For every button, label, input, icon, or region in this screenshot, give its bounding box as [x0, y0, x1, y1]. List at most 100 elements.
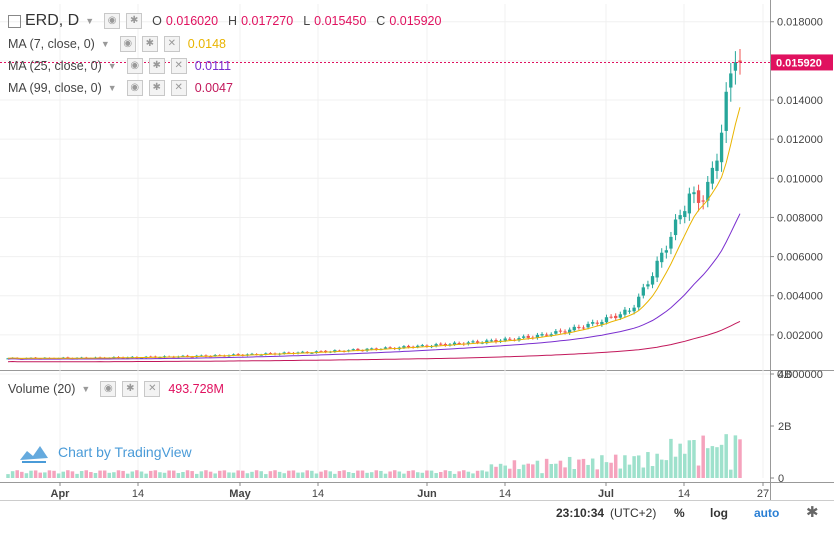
auto-toggle[interactable]: auto: [754, 506, 780, 520]
candle-body: [641, 287, 645, 296]
volume-bar: [162, 472, 167, 478]
volume-bar: [98, 470, 102, 478]
candle-body: [696, 190, 701, 203]
tradingview-watermark[interactable]: Chart by TradingView: [18, 440, 192, 464]
volume-bar: [535, 460, 540, 478]
eye-icon[interactable]: ◉: [126, 58, 143, 74]
candle-body: [660, 252, 664, 263]
volume-bar: [485, 471, 489, 478]
candle-body: [521, 336, 526, 338]
chevron-down-icon[interactable]: ▼: [81, 384, 91, 394]
volume-bar: [66, 470, 70, 478]
volume-bar: [687, 440, 692, 478]
x-tick-label: 14: [499, 488, 511, 500]
volume-bar: [52, 470, 56, 478]
chevron-down-icon[interactable]: ▼: [85, 16, 95, 26]
volume-bar: [586, 464, 590, 478]
chevron-down-icon[interactable]: ▼: [107, 61, 117, 71]
log-toggle[interactable]: log: [710, 506, 728, 520]
candle-body: [526, 335, 530, 338]
close-icon[interactable]: ✕: [170, 58, 187, 74]
gear-icon[interactable]: ✱: [126, 13, 143, 29]
candle-body: [333, 350, 337, 352]
volume-bar: [259, 471, 263, 478]
candle-body: [719, 132, 724, 163]
volume-bar: [659, 459, 664, 478]
volume-bar: [475, 470, 480, 478]
volume-tick-label: 4B: [778, 369, 791, 381]
volume-bar: [89, 472, 93, 478]
indicator-ma25: MA (25, close, 0) ▼ ◉ ✱ ✕ 0.0111: [8, 58, 231, 74]
indicator-ma7-label[interactable]: MA (7, close, 0): [8, 37, 95, 51]
gear-icon[interactable]: ✱: [148, 58, 165, 74]
volume-bar: [144, 473, 148, 478]
indicator-ma99-label[interactable]: MA (99, close, 0): [8, 81, 102, 95]
candle-body: [595, 322, 599, 324]
indicator-ma25-value: 0.0111: [194, 59, 232, 73]
indicator-ma25-label[interactable]: MA (25, close, 0): [8, 59, 102, 73]
volume-bar: [521, 464, 526, 478]
close-icon[interactable]: ✕: [144, 381, 161, 397]
gear-icon[interactable]: ✱: [122, 381, 139, 397]
candle-body: [324, 350, 328, 353]
volume-bar: [296, 472, 300, 478]
status-timezone[interactable]: (UTC+2): [610, 506, 657, 520]
candle-body: [586, 323, 590, 328]
volume-bar: [116, 470, 121, 478]
last-price-tag: [771, 54, 833, 71]
volume-bar: [489, 464, 494, 478]
candle-body: [471, 341, 475, 343]
eye-icon[interactable]: ◉: [104, 13, 121, 29]
x-tick-label: 14: [132, 488, 144, 500]
gear-icon[interactable]: ✱: [806, 504, 819, 521]
gear-icon[interactable]: ✱: [148, 80, 165, 96]
candle-body: [259, 354, 263, 356]
close-icon[interactable]: ✕: [163, 36, 180, 52]
candle-body: [250, 353, 254, 355]
volume-bar: [558, 460, 563, 478]
y-tick-label: 0.014000: [777, 95, 823, 107]
symbol-title[interactable]: ERD, D: [25, 12, 80, 29]
volume-bar: [213, 473, 217, 478]
candle-body: [600, 321, 604, 325]
volume-bar: [222, 470, 227, 478]
y-tick-label: 0.004000: [777, 291, 823, 303]
volume-bar: [346, 472, 351, 478]
chevron-down-icon[interactable]: ▼: [100, 39, 110, 49]
eye-icon[interactable]: ◉: [126, 80, 143, 96]
chevron-down-icon[interactable]: ▼: [107, 83, 117, 93]
volume-bar: [356, 470, 360, 478]
volume-bar: [153, 470, 158, 478]
volume-bar: [231, 472, 236, 478]
volume-bar: [710, 446, 715, 478]
gear-icon[interactable]: ✱: [141, 36, 158, 52]
candle-body: [673, 219, 678, 236]
volume-bar: [121, 470, 125, 478]
candle-body: [554, 331, 558, 334]
candle-body: [678, 215, 682, 220]
volume-bar: [673, 456, 678, 478]
y-tick-label: 0.006000: [777, 252, 823, 264]
volume-bar: [176, 473, 181, 478]
volume-bar: [429, 470, 434, 478]
volume-bar: [733, 435, 738, 478]
ohlc-low-value: 0.015450: [314, 14, 367, 28]
volume-bar: [563, 467, 567, 478]
volume-bar: [572, 468, 577, 478]
eye-icon[interactable]: ◉: [100, 381, 117, 397]
y-tick-label: 0.018000: [777, 17, 823, 29]
eye-icon[interactable]: ◉: [119, 36, 136, 52]
volume-bar: [590, 458, 595, 478]
volume-bar: [70, 471, 75, 478]
percent-toggle[interactable]: %: [674, 506, 685, 520]
volume-label[interactable]: Volume (20): [8, 382, 76, 396]
close-icon[interactable]: ✕: [170, 80, 187, 96]
volume-bar: [641, 467, 646, 478]
candle-body: [370, 348, 374, 350]
candle-body: [485, 340, 489, 344]
candle-body: [568, 329, 572, 334]
volume-bar: [434, 473, 438, 478]
volume-bar: [112, 472, 116, 478]
volume-bar: [678, 443, 682, 478]
volume-bar: [448, 471, 452, 478]
